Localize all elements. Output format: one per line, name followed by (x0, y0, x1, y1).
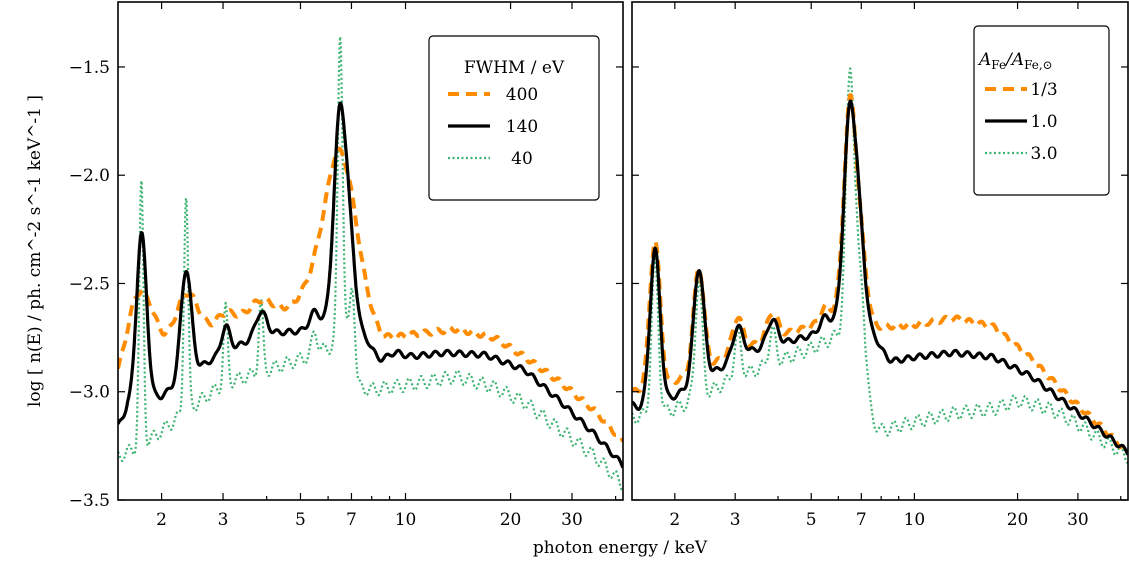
y-tick-label: −1.5 (69, 58, 110, 78)
y-tick-label: −2.0 (69, 166, 110, 186)
x-tick-label: 5 (295, 510, 306, 530)
right-panel: 2 3 5 7 10 20 30 AFe/AFe,⊙ 1/3 1.0 3.0 (631, 1, 1129, 530)
right-legend: AFe/AFe,⊙ 1/3 1.0 3.0 (973, 25, 1110, 196)
left-axis-ticks: 2 3 5 7 10 20 30 −3.5 −3.0 −2.5 −2.0 −1.5 (69, 2, 623, 530)
legend-label: 400 (506, 85, 538, 105)
series-line-left-40 (118, 35, 623, 492)
x-tick-label: 2 (669, 510, 680, 530)
left-legend: FWHM / eV 400 140 40 (428, 35, 600, 201)
x-tick-label: 10 (395, 510, 417, 530)
x-tick-label: 3 (730, 510, 741, 530)
right-axis-ticks: 2 3 5 7 10 20 30 (632, 2, 1128, 530)
left-panel: 2 3 5 7 10 20 30 −3.5 −3.0 −2.5 −2.0 −1.5 FWHM / eV… (69, 1, 624, 530)
y-tick-label: −3.0 (69, 383, 110, 403)
right-legend-title: AFe/AFe,⊙ (977, 50, 1053, 72)
legend-label: 1/3 (1030, 80, 1057, 100)
legend-label: 1.0 (1030, 112, 1057, 132)
x-tick-label: 5 (806, 510, 817, 530)
series-line-left-140 (118, 101, 623, 469)
legend-label: 3.0 (1030, 144, 1057, 164)
series-line-right-3_0 (632, 67, 1128, 464)
x-tick-label: 2 (156, 510, 167, 530)
right-legend-box (973, 25, 1110, 196)
x-tick-label: 10 (904, 510, 926, 530)
series-line-left-400 (118, 146, 623, 443)
series-line-right-1_3 (632, 93, 1128, 454)
legend-label: 40 (511, 149, 533, 169)
x-axis-title: photon energy / keV (533, 538, 708, 558)
y-tick-label: −3.5 (69, 491, 110, 511)
right-plot-frame (631, 1, 1129, 501)
x-tick-label: 20 (500, 510, 522, 530)
x-tick-label: 7 (856, 510, 867, 530)
left-legend-title: FWHM / eV (464, 58, 565, 78)
x-tick-label: 3 (218, 510, 229, 530)
x-tick-label: 30 (561, 510, 583, 530)
x-tick-label: 20 (1007, 510, 1029, 530)
y-axis-title: log [ n(E) / ph. cm^-2 s^-1 keV^-1 ] (25, 95, 45, 407)
y-tick-label: −2.5 (69, 274, 110, 294)
x-tick-label: 7 (346, 510, 357, 530)
legend-label: 140 (506, 117, 538, 137)
right-series-lines (632, 67, 1128, 464)
x-tick-label: 30 (1067, 510, 1089, 530)
series-line-right-1_0 (632, 99, 1128, 456)
left-plot-frame (117, 1, 624, 501)
left-series-lines (118, 35, 623, 492)
